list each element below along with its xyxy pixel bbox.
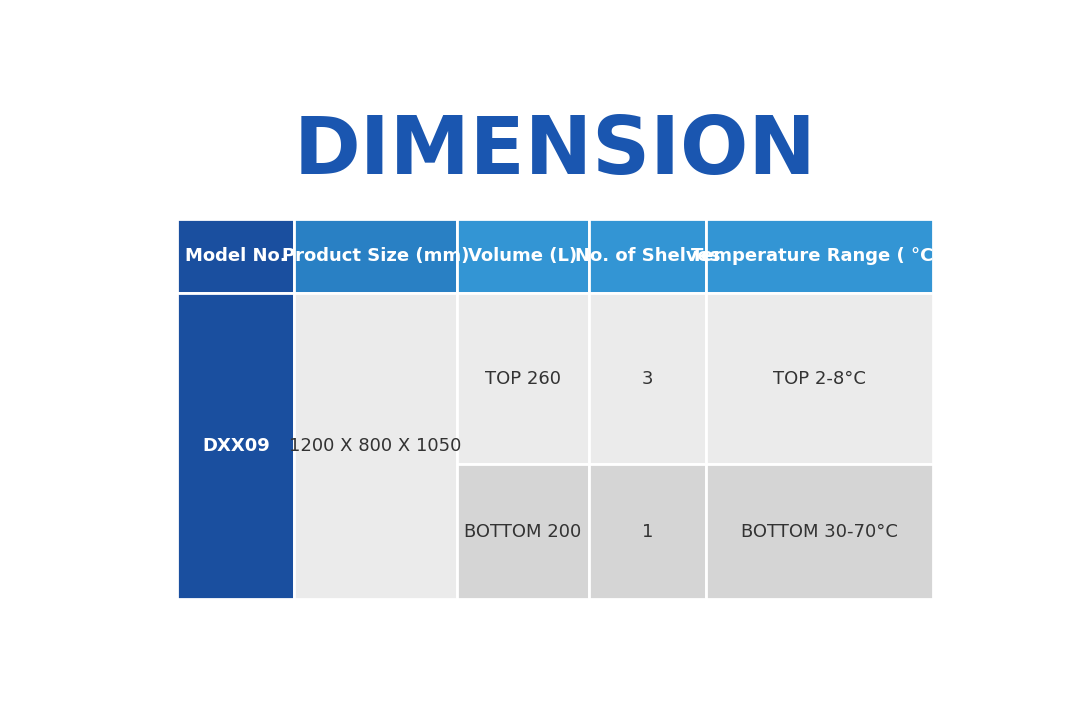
Text: Temperature Range ( °C ): Temperature Range ( °C ) xyxy=(691,247,948,265)
Bar xyxy=(295,293,457,599)
Text: TOP 260: TOP 260 xyxy=(485,369,561,387)
Text: 3: 3 xyxy=(642,369,653,387)
Text: No. of Shelves: No. of Shelves xyxy=(575,247,720,265)
Text: DIMENSION: DIMENSION xyxy=(293,113,817,191)
Bar xyxy=(589,219,706,293)
Bar xyxy=(457,464,589,599)
Text: TOP 2-8°C: TOP 2-8°C xyxy=(773,369,866,387)
Text: 1200 X 800 X 1050: 1200 X 800 X 1050 xyxy=(289,437,461,455)
Text: BOTTOM 30-70°C: BOTTOM 30-70°C xyxy=(741,523,898,541)
Bar xyxy=(178,219,295,293)
Text: Model No.: Model No. xyxy=(185,247,287,265)
Bar xyxy=(706,293,932,464)
Text: 1: 1 xyxy=(642,523,653,541)
Bar xyxy=(457,219,589,293)
Bar xyxy=(706,464,932,599)
Bar xyxy=(295,219,457,293)
Bar xyxy=(457,293,589,464)
Text: Product Size (mm): Product Size (mm) xyxy=(282,247,469,265)
Bar xyxy=(589,464,706,599)
Bar xyxy=(589,293,706,464)
Text: Volume (L): Volume (L) xyxy=(468,247,577,265)
Bar xyxy=(706,219,932,293)
Text: DXX09: DXX09 xyxy=(203,437,270,455)
Text: BOTTOM 200: BOTTOM 200 xyxy=(465,523,582,541)
Bar xyxy=(178,293,295,599)
